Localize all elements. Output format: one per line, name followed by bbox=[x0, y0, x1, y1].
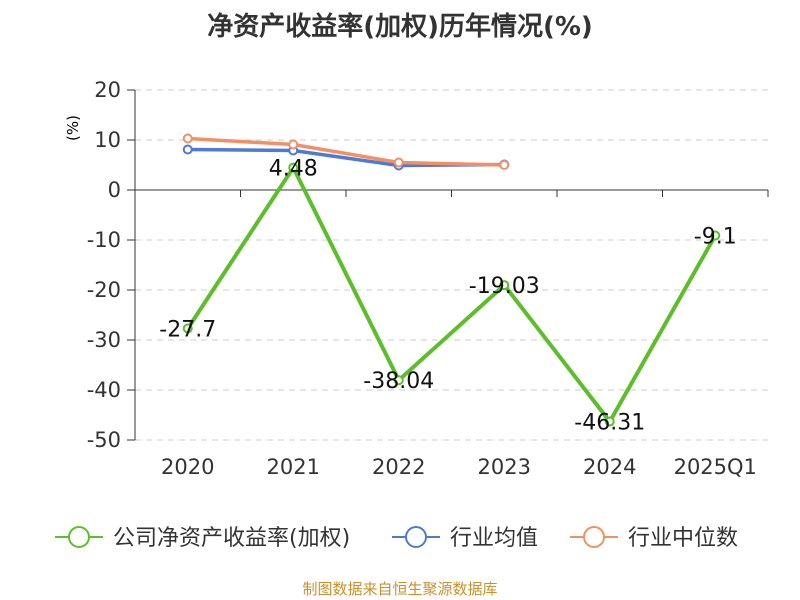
series-line bbox=[187, 136, 505, 167]
y-axis: -50 -40 -30 -20 -10 0 10 20 bbox=[87, 78, 136, 452]
data-point bbox=[182, 323, 193, 334]
y-tick-label: -40 bbox=[87, 378, 121, 402]
y-tick-label: 20 bbox=[94, 78, 121, 102]
legend-label: 公司净资产收益率(加权) bbox=[113, 526, 350, 551]
x-tick-label: 2022 bbox=[372, 455, 425, 479]
data-point bbox=[288, 139, 299, 150]
y-tick-label: 0 bbox=[108, 178, 121, 202]
data-point bbox=[393, 375, 404, 386]
legend-item: 行业中位数 bbox=[570, 526, 738, 551]
legend-swatch-marker bbox=[583, 526, 605, 548]
x-tick-label: 2021 bbox=[267, 455, 320, 479]
y-tick-label: 10 bbox=[94, 128, 121, 152]
legend-item: 行业均值 bbox=[392, 526, 538, 551]
x-tick-label: 2023 bbox=[478, 455, 531, 479]
legend: 公司净资产收益率(加权) 行业均值 行业中位数 bbox=[55, 526, 738, 551]
data-point bbox=[710, 230, 721, 241]
data-point bbox=[499, 160, 510, 170]
chart-title: 净资产收益率(加权)历年情况(%) bbox=[207, 12, 593, 42]
data-label: 4.48 bbox=[269, 157, 318, 182]
x-axis: 2020 2021 2022 2023 2024 2025Q1 bbox=[134, 189, 769, 479]
data-point bbox=[604, 416, 615, 427]
series-lines bbox=[182, 133, 721, 427]
series-line bbox=[186, 165, 718, 424]
data-point bbox=[499, 280, 510, 291]
y-tick-label: -50 bbox=[87, 428, 121, 452]
legend-item: 公司净资产收益率(加权) bbox=[55, 526, 350, 551]
data-point bbox=[182, 133, 193, 144]
data-label: -19.03 bbox=[469, 274, 540, 299]
data-labels: -27.7 4.48 -38.04 -19.03 -46.31 -9.1 bbox=[159, 157, 736, 436]
source-note: 制图数据来自恒生聚源数据库 bbox=[302, 580, 498, 598]
data-point bbox=[393, 157, 404, 168]
y-tick-label: -10 bbox=[87, 228, 121, 252]
data-label: -9.1 bbox=[694, 225, 737, 250]
data-point bbox=[288, 162, 299, 173]
data-label: -27.7 bbox=[159, 318, 216, 343]
x-tick-label: 2025Q1 bbox=[674, 455, 757, 479]
legend-swatch-marker bbox=[68, 526, 90, 548]
data-point bbox=[182, 144, 193, 155]
legend-label: 行业中位数 bbox=[628, 526, 738, 551]
y-tick-label: -20 bbox=[87, 278, 121, 302]
y-tick-label: -30 bbox=[87, 328, 121, 352]
data-label: -46.31 bbox=[574, 411, 645, 436]
x-tick-label: 2024 bbox=[583, 455, 636, 479]
y-axis-unit-label: (%) bbox=[64, 115, 82, 141]
legend-swatch-marker bbox=[405, 526, 427, 548]
x-tick-label: 2020 bbox=[161, 455, 214, 479]
data-label: -38.04 bbox=[363, 369, 434, 394]
legend-label: 行业均值 bbox=[450, 526, 538, 551]
